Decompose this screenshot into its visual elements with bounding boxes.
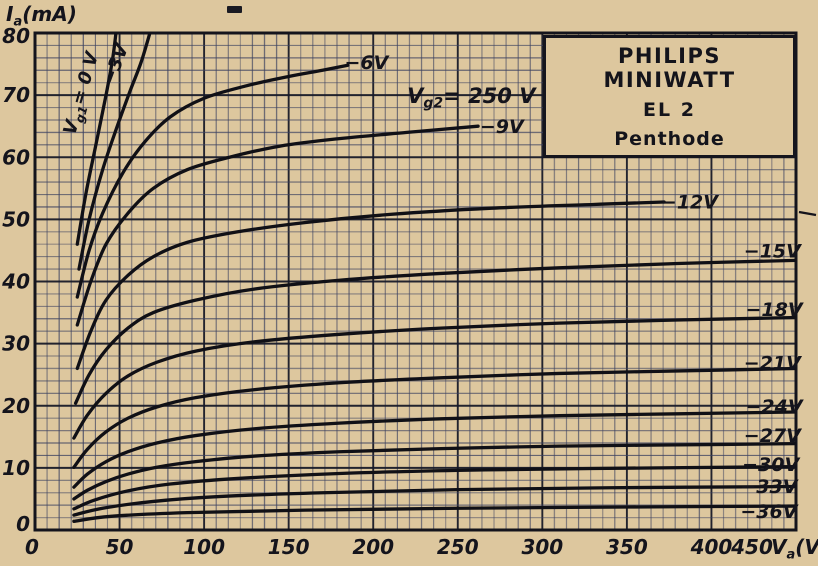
stray-pen-mark [798,210,817,217]
scan-artifact-mark [227,6,242,13]
curve-vg1-−27v [72,441,796,501]
x-tick-50: 50 [106,535,134,559]
curve-vg1-−18v [72,315,796,440]
curve-vg1-−24v [72,410,796,489]
x-axis-title: Va(V) [771,535,818,563]
curve-label-vg1-−36v: −36V [740,501,798,523]
y-axis-title: Ia(mA) [6,2,77,30]
y-tick-50: 50 [2,207,30,231]
y-tick-10: 10 [2,456,30,480]
title-box-tube-type: EL 2 [643,98,696,121]
y-tick-70: 70 [2,83,30,107]
curve-label-vg1-−27v: −27V [744,425,802,447]
curve-label-vg1-−9v: −9V [480,116,525,138]
curve-label-vg1-−18v: −18V [745,299,803,321]
y-tick-30: 30 [2,332,30,356]
x-tick-0: 0 [25,535,39,559]
x-tick-100: 100 [183,535,225,559]
y-tick-60: 60 [2,145,30,169]
curve-label-vg1-−21v: −21V [744,353,802,375]
y-tick-0: 0 [16,512,30,536]
curve-label-vg1-−15v: −15V [744,241,802,263]
curve-label-vg1-−33v: −33V [740,476,798,498]
plot-border [33,31,798,532]
title-box-tube-class: Penthode [614,127,725,150]
x-tick-200: 200 [352,535,394,559]
curve-vg1-−36v [72,504,796,523]
x-tick-300: 300 [521,535,563,559]
x-tick-400: 400 [690,535,733,559]
y-tick-80: 80 [2,24,30,48]
curve-label-vg1-−24v: −24V [745,396,803,418]
curve-vg1-−21v [72,366,796,469]
x-tick-250: 250 [437,535,479,559]
curve-label-vg1-−30v: −30V [742,454,800,476]
curve-vg1-−9v [75,124,480,327]
y-tick-20: 20 [2,394,30,418]
x-tick-450: 450 [730,535,773,559]
curve-label-vg1-−12v: −12V [661,192,719,214]
x-tick-350: 350 [606,535,648,559]
annotation-screen-grid-voltage: Vg2= 250 V [407,84,537,112]
curve-label-vg1-−3v: −3V [99,39,134,87]
curve-vg1-0v [75,33,118,246]
title-box: PHILIPS MINIWATT EL 2 Penthode [543,35,796,158]
curve-vg1-−33v [72,484,796,517]
curve-vg1-−6v [75,63,350,299]
title-box-brand: PHILIPS MINIWATT [603,43,736,92]
curve-vg1-−15v [73,258,796,405]
curve-vg1-−30v [72,464,796,511]
y-tick-40: 40 [1,270,30,294]
curve-family [72,33,796,523]
x-tick-150: 150 [268,535,310,559]
curve-label-vg1-−6v: −6V [345,52,390,74]
curve-vg1-−3v [77,33,152,271]
curve-vg1-−12v [75,200,666,371]
